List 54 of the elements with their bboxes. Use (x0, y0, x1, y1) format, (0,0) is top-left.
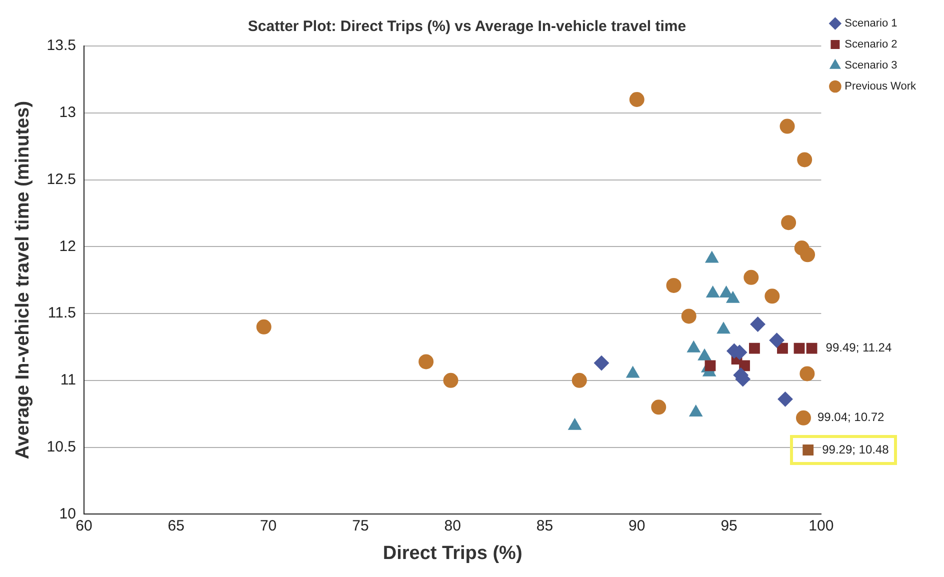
point (666, 278, 682, 293)
y-axis-title: Average In-vehicle travel time (minutes) (12, 100, 34, 460)
annotation: 99.49; 11.24 (826, 340, 892, 355)
y-tick-label: 10 (59, 505, 76, 522)
y-tick-label: 12.5 (46, 170, 76, 188)
annotation: 99.29; 10.48 (822, 442, 890, 456)
point (796, 410, 811, 426)
point (764, 288, 780, 304)
y-tick-label: 11.5 (48, 304, 76, 322)
point (681, 308, 696, 324)
y-tick-label: 13 (59, 104, 76, 122)
point (781, 215, 796, 230)
point (800, 366, 815, 382)
point (794, 342, 805, 354)
x-tick-label: 70 (260, 517, 277, 534)
y-tick-label: 12 (59, 238, 76, 255)
point (800, 247, 816, 262)
point (777, 342, 788, 354)
annotation: 99.04; 10.72 (817, 410, 885, 424)
x-tick-label: 60 (76, 517, 92, 534)
point (749, 342, 760, 354)
point (744, 270, 759, 285)
point (704, 360, 716, 372)
point (256, 319, 272, 334)
point (594, 356, 609, 371)
point (769, 332, 784, 348)
point (750, 316, 766, 332)
point (651, 400, 666, 415)
legend-label: Scenario 3 (844, 60, 898, 72)
y-tick-label: 11 (60, 372, 76, 389)
x-tick-label: 80 (444, 517, 461, 534)
legend-label: Previous Work (844, 80, 916, 93)
point (572, 372, 587, 388)
chart-title: Scatter Plot: Direct Trips (%) vs Average In-vehicle travel time (248, 18, 686, 36)
y-tick-label: 10.5 (46, 438, 76, 456)
point (806, 342, 818, 354)
x-tick-label: 95 (720, 517, 738, 534)
point (778, 392, 793, 407)
point (689, 405, 702, 417)
point (780, 118, 795, 134)
point (629, 92, 644, 108)
y-tick-label: 13.5 (46, 37, 76, 54)
point (443, 372, 458, 388)
point (802, 444, 814, 456)
x-tick-label: 90 (628, 517, 646, 534)
legend-label: Scenario 2 (844, 38, 898, 51)
x-tick-label: 75 (352, 517, 369, 534)
x-tick-label: 85 (536, 517, 554, 534)
x-tick-label: 65 (168, 517, 184, 534)
point (797, 152, 812, 168)
point (418, 354, 434, 370)
legend-label: Scenario 1 (844, 18, 898, 30)
x-axis-title: Direct Trips (%) (382, 542, 522, 564)
x-tick-label: 100 (808, 517, 834, 534)
